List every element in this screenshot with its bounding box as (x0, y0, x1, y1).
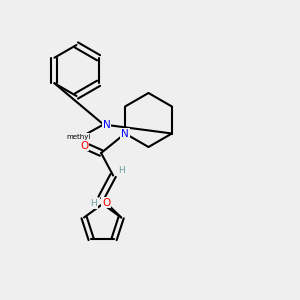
Text: H: H (90, 199, 97, 208)
Text: H: H (118, 166, 125, 175)
Text: N: N (121, 128, 129, 139)
Text: O: O (80, 140, 88, 151)
Text: O: O (102, 197, 110, 208)
Text: methyl: methyl (67, 134, 91, 140)
Text: N: N (103, 119, 110, 130)
